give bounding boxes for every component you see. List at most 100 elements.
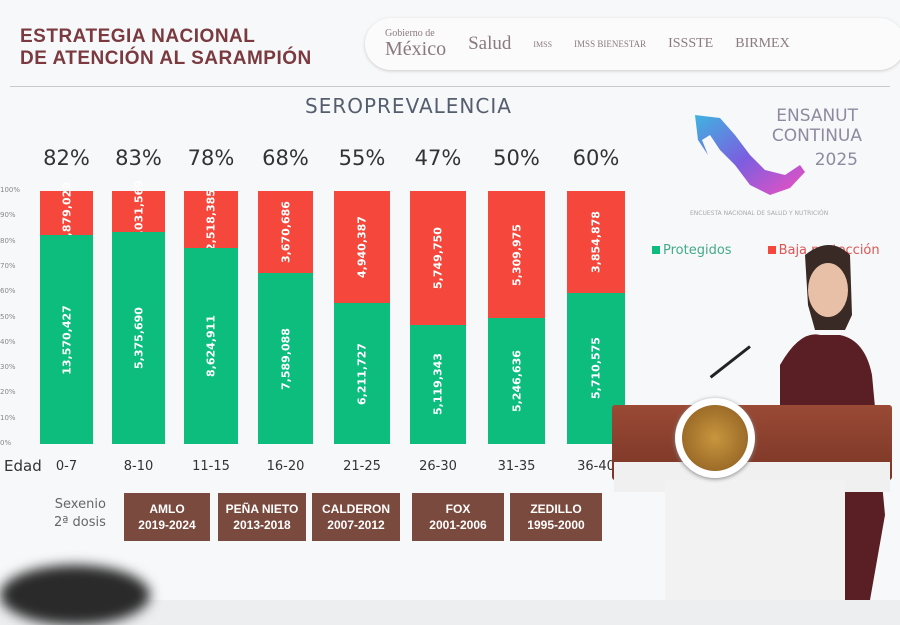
sexenio-box: PEÑA NIETO 2013-2018: [218, 493, 306, 541]
x-tick-label: 31-35: [497, 459, 536, 474]
sexenio-years: 2007-2012: [327, 518, 385, 532]
bar-segment-protegidos: 6,211,727: [334, 303, 390, 444]
sexenio-name: FOX: [445, 502, 471, 516]
bar-0-7: 2,879,029 13,570,427: [40, 182, 93, 444]
sexenio-label-1: Sexenio: [54, 497, 106, 512]
data-label: 5,710,575: [589, 337, 603, 400]
bar-segment-baja: 3,670,686: [258, 191, 313, 274]
bar-segment-baja: 2,518,385: [184, 188, 238, 251]
percent-label: 50%: [493, 146, 540, 170]
x-tick-label: 0-7: [55, 459, 78, 474]
y-tick-label: 40%: [0, 337, 16, 346]
bar-segment-baja: 4,940,387: [334, 191, 390, 304]
y-tick-label: 100%: [0, 186, 21, 194]
gob-big: México: [385, 38, 447, 60]
data-label: 5,246,636: [510, 350, 523, 413]
percent-label: 83%: [115, 146, 162, 170]
legend-swatch-red: [767, 246, 776, 254]
percent-label: 68%: [262, 146, 309, 170]
mexico-seal-icon: [675, 398, 755, 478]
data-label: 13,570,427: [60, 304, 73, 375]
sexenio-box: AMLO 2019-2024: [124, 493, 210, 541]
legend-swatch-green: [652, 246, 660, 254]
sexenio-label-2: 2ª dosis: [54, 515, 106, 530]
ensanut-line-1: ENSANUT: [776, 106, 858, 126]
ensanut-line-3: 2025: [814, 150, 858, 170]
title-line-1: ESTRATEGIA NACIONAL: [20, 26, 256, 47]
sexenio-box: CALDERON 2007-2012: [312, 493, 400, 541]
bar-segment-baja: 2,879,029: [40, 182, 93, 244]
podium-base: [665, 480, 845, 600]
sexenio-label: Sexenio 2ª dosis: [54, 496, 106, 532]
bar-segment-protegidos: 5,375,690: [112, 231, 165, 444]
sexenio-years: 1995-2000: [527, 518, 585, 532]
y-tick-label: 30%: [0, 363, 16, 372]
x-tick-label: 21-25: [343, 459, 381, 474]
gobierno-logo: Gobierno de México: [385, 28, 447, 60]
title-line-2: DE ATENCIÓN AL SARAMPIÓN: [20, 48, 312, 69]
sexenio-name: PEÑA NIETO: [225, 502, 299, 516]
divider: [10, 86, 890, 87]
data-label: 8,624,911: [204, 315, 218, 378]
bar-segment-baja: 5,309,975: [488, 191, 545, 319]
y-tick-label: 50%: [0, 312, 16, 321]
gob-small: Gobierno de: [385, 28, 435, 39]
bar-11-15: 2,518,385 8,624,911: [184, 188, 238, 444]
percent-label: 47%: [414, 146, 462, 170]
x-tick-label: 16-20: [266, 459, 305, 474]
mexico-map-icon: [695, 115, 805, 195]
logo-bar: Gobierno de México Salud IMSS IMSS BIENES…: [365, 18, 900, 70]
percent-label: 55%: [338, 146, 386, 170]
y-tick-label: 60%: [0, 287, 16, 296]
imss-bienestar-logo: IMSS BIENESTAR: [574, 39, 647, 49]
issste-logo: ISSSTE: [668, 36, 714, 51]
bar-segment-protegidos: 8,624,911: [184, 248, 238, 444]
chart-legend: Protegidos Baja protección: [652, 243, 880, 258]
data-label: 5,375,690: [132, 306, 145, 369]
bar-segment-baja: 3,854,878: [567, 191, 625, 293]
bar-16-20: 3,670,686 7,589,088: [258, 191, 313, 444]
x-tick-label: 8-10: [123, 459, 154, 474]
y-tick-label: 90%: [0, 211, 16, 220]
x-tick-label: 26-30: [419, 459, 457, 474]
x-tick-label: 11-15: [192, 459, 230, 474]
percent-label: 82%: [43, 146, 90, 170]
audience-head: [0, 565, 150, 625]
data-label: 4,940,387: [355, 216, 369, 278]
data-label: 6,211,727: [355, 342, 369, 405]
sexenio-box: FOX 2001-2006: [412, 493, 504, 541]
sexenio-name: ZEDILLO: [530, 502, 582, 516]
salud-logo: Salud: [468, 33, 512, 54]
percent-label: 60%: [572, 146, 620, 170]
data-label: 7,589,088: [279, 327, 292, 390]
y-tick-label: 80%: [0, 236, 16, 245]
ensanut-logo: ENSANUT CONTINUA 2025 ENCUESTA NACIONAL …: [690, 100, 890, 230]
x-tick-label: 36-40: [577, 459, 615, 474]
bar-segment-protegidos: 5,119,343: [410, 324, 466, 444]
percent-label: 78%: [187, 146, 235, 170]
bar-8-10: 1,031,569 5,375,690: [112, 180, 165, 444]
birmex-logo: BIRMEX: [735, 36, 790, 51]
data-label: 5,749,750: [431, 226, 445, 289]
chart-title: SEROPREVALENCIA: [305, 94, 512, 118]
data-label: 3,854,878: [589, 211, 603, 273]
slide-title: ESTRATEGIA NACIONAL DE ATENCIÓN AL SARAM…: [20, 26, 312, 70]
sexenio-years: 2001-2006: [429, 518, 487, 532]
ensanut-subtitle: ENCUESTA NACIONAL DE SALUD Y NUTRICIÓN: [690, 210, 829, 217]
bar-segment-baja: 5,749,750: [410, 191, 466, 325]
y-tick-label: 10%: [0, 413, 16, 422]
x-axis-label: Edad: [4, 457, 42, 475]
data-label: 3,670,686: [279, 201, 292, 264]
bar-segment-baja: 1,031,569: [112, 180, 165, 242]
bar-21-25: 4,940,387 6,211,727: [334, 191, 390, 444]
bar-segment-protegidos: 7,589,088: [258, 273, 313, 444]
data-label: 2,518,385: [204, 188, 218, 251]
imss-logo: IMSS: [533, 39, 553, 49]
presentation-screen: ESTRATEGIA NACIONAL DE ATENCIÓN AL SARAM…: [0, 0, 900, 600]
bar-segment-protegidos: 5,246,636: [488, 318, 545, 444]
sexenio-name: CALDERON: [322, 502, 390, 516]
sexenio-years: 2019-2024: [138, 518, 196, 532]
bar-segment-protegidos: 13,570,427: [40, 235, 93, 444]
sexenio-box: ZEDILLO 1995-2000: [510, 493, 602, 541]
y-tick-label: 20%: [0, 388, 16, 397]
